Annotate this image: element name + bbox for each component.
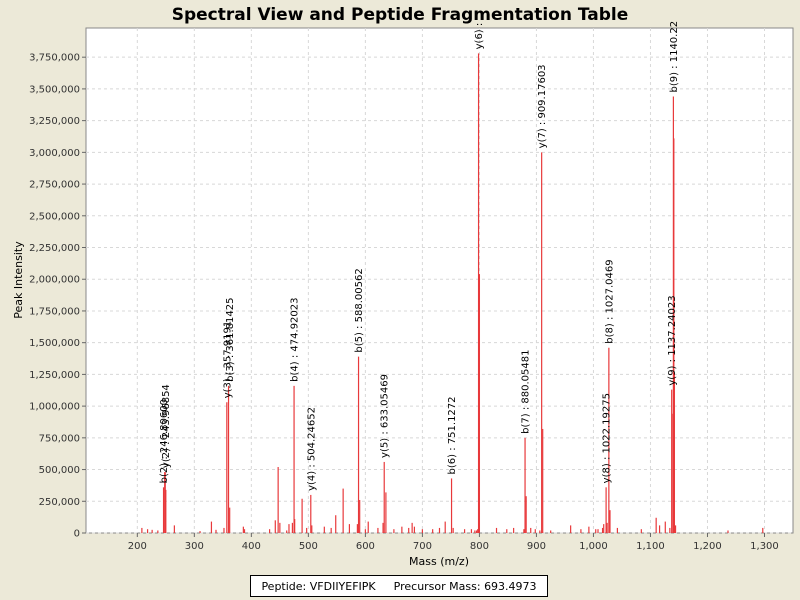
y-tick-label: 3,250,000 [29, 116, 80, 127]
y-axis-label: Peak Intensity [12, 241, 25, 319]
y-tick-label: 2,500,000 [29, 211, 80, 222]
chart-title: Spectral View and Peptide Fragmentation … [172, 5, 629, 25]
x-tick-label: 600 [356, 541, 375, 552]
peak-annotation: y(7) : 909.17603 [537, 64, 548, 148]
x-tick-label: 400 [242, 541, 261, 552]
peak-annotation: b(3) : 361.81425 [225, 297, 236, 381]
x-tick-label: 300 [185, 541, 204, 552]
y-tick-label: 2,750,000 [29, 180, 80, 191]
y-tick-label: 1,500,000 [29, 338, 80, 349]
x-tick-label: 200 [128, 541, 147, 552]
legend-precursor-mass: Precursor Mass: 693.4973 [393, 579, 537, 593]
peak-annotation: b(8) : 1027.0469 [604, 259, 615, 343]
plot-area [85, 27, 794, 534]
y-tick-label: 0 [74, 529, 80, 540]
peak-annotation: b(9) : 1140.22 [669, 21, 680, 93]
peak-annotation: y(2) : 243.96854 [161, 384, 172, 468]
y-tick-label: 2,000,000 [29, 275, 80, 286]
peak-annotation: b(4) : 474.92023 [290, 297, 301, 381]
y-tick-label: 3,000,000 [29, 148, 80, 159]
y-tick-label: 500,000 [39, 465, 80, 476]
peak-annotation: b(5) : 588.00562 [354, 268, 365, 352]
peak-annotation: y(6) : [474, 23, 485, 50]
x-tick-label: 1,200 [693, 541, 722, 552]
grid-lines [86, 28, 793, 534]
x-axis-label: Mass (m/z) [409, 555, 469, 568]
y-tick-label: 250,000 [39, 497, 80, 508]
legend: Peptide: VFDIIYEFIPK Precursor Mass: 693… [250, 575, 548, 597]
peak-series [141, 53, 764, 533]
peak-annotation: y(9) : 1137.24023 [667, 295, 678, 385]
peak-annotation: y(8) : 1022.19275 [602, 393, 613, 483]
x-tick-label: 700 [413, 541, 432, 552]
y-tick-label: 2,250,000 [29, 243, 80, 254]
y-axis: 0 250,000 500,000 750,000 1,000,000 1,250,000… [29, 53, 86, 540]
peak-annotation: b(2) : 246.80600 [159, 399, 170, 483]
x-tick-label: 1,000 [579, 541, 608, 552]
x-tick-label: 800 [470, 541, 489, 552]
y-tick-label: 1,750,000 [29, 306, 80, 317]
x-tick-label: 1,300 [750, 541, 779, 552]
peak-annotation: y(5) : 633.05469 [380, 374, 391, 458]
legend-peptide: Peptide: VFDIIYEFIPK [261, 579, 376, 593]
y-tick-label: 1,000,000 [29, 402, 80, 413]
y-tick-label: 3,750,000 [29, 53, 80, 64]
peak-annotation: y(3) : 357.9191 [222, 321, 233, 399]
y-tick-label: 3,500,000 [29, 84, 80, 95]
x-tick-label: 1,100 [636, 541, 665, 552]
x-tick-label: 500 [299, 541, 318, 552]
y-tick-label: 750,000 [39, 433, 80, 444]
peak-annotation: y(4) : 504.24652 [306, 407, 317, 491]
y-tick-label: 1,250,000 [29, 370, 80, 381]
peak-annotation: b(6) : 751.1272 [447, 396, 458, 474]
x-tick-label: 900 [527, 541, 546, 552]
x-axis: 200 300 400 500 600 700 800 900 1,000 1,100 1,200 1… [128, 533, 779, 552]
peak-annotation: b(7) : 880.05481 [521, 350, 532, 434]
